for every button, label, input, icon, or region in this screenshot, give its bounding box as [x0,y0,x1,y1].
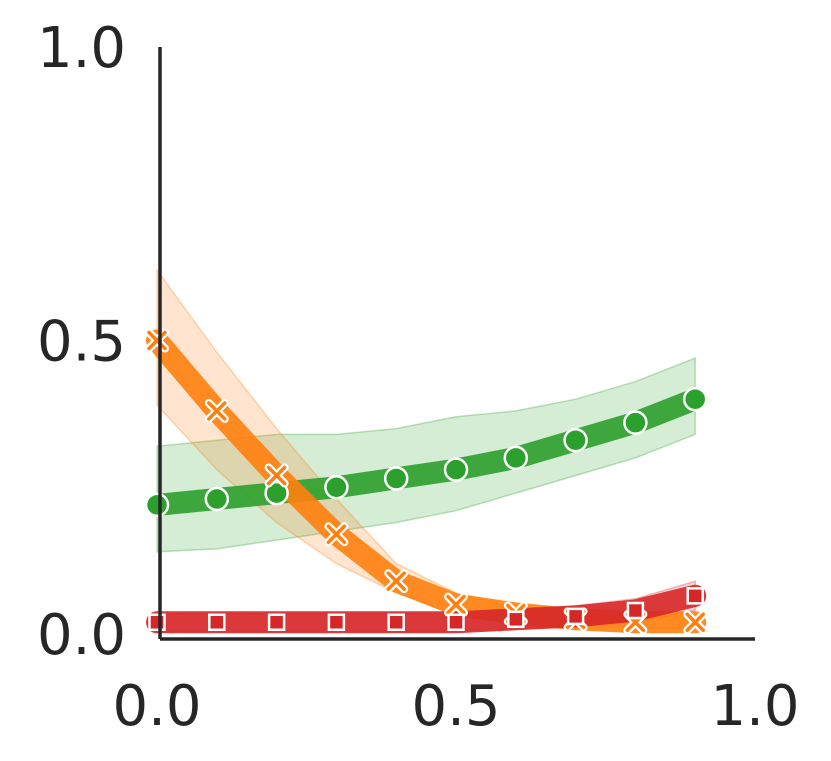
data-point [683,610,708,635]
data-point [384,569,409,594]
data-point [264,463,289,488]
series-markers [144,328,708,635]
series-lines [146,329,707,634]
confidence-bands [156,267,696,632]
data-point [264,480,289,506]
data-point [563,428,588,453]
data-point [623,410,648,435]
data-point [447,613,465,632]
x-tick-label: 0.0 [112,674,201,739]
data-point [383,466,409,491]
series-line-2 [146,584,707,634]
x-tick-label: 1.0 [710,674,799,739]
data-point [204,398,229,423]
y-tick-labels: 0.0 0.5 1.0 [37,16,126,668]
x-tick-labels: 0.0 0.5 1.0 [112,674,799,739]
y-tick-label: 0.5 [37,310,126,375]
data-point [443,457,469,482]
y-tick-label: 0.0 [37,603,126,668]
data-point [626,601,645,620]
data-point [208,613,226,632]
data-point [387,613,405,632]
data-point [148,613,166,632]
data-point [324,475,349,500]
data-point [686,587,704,605]
y-tick-label: 1.0 [37,16,126,81]
data-point [682,386,708,412]
data-point [267,613,286,632]
data-point [145,328,169,353]
data-point [327,613,346,632]
data-point [444,592,468,617]
series-line-1 [146,388,707,516]
data-point [566,607,585,626]
data-point [204,486,230,512]
data-point [503,445,529,471]
data-point [507,610,525,629]
x-tick-label: 0.5 [411,674,500,739]
data-point [324,522,349,547]
data-point [144,492,170,518]
